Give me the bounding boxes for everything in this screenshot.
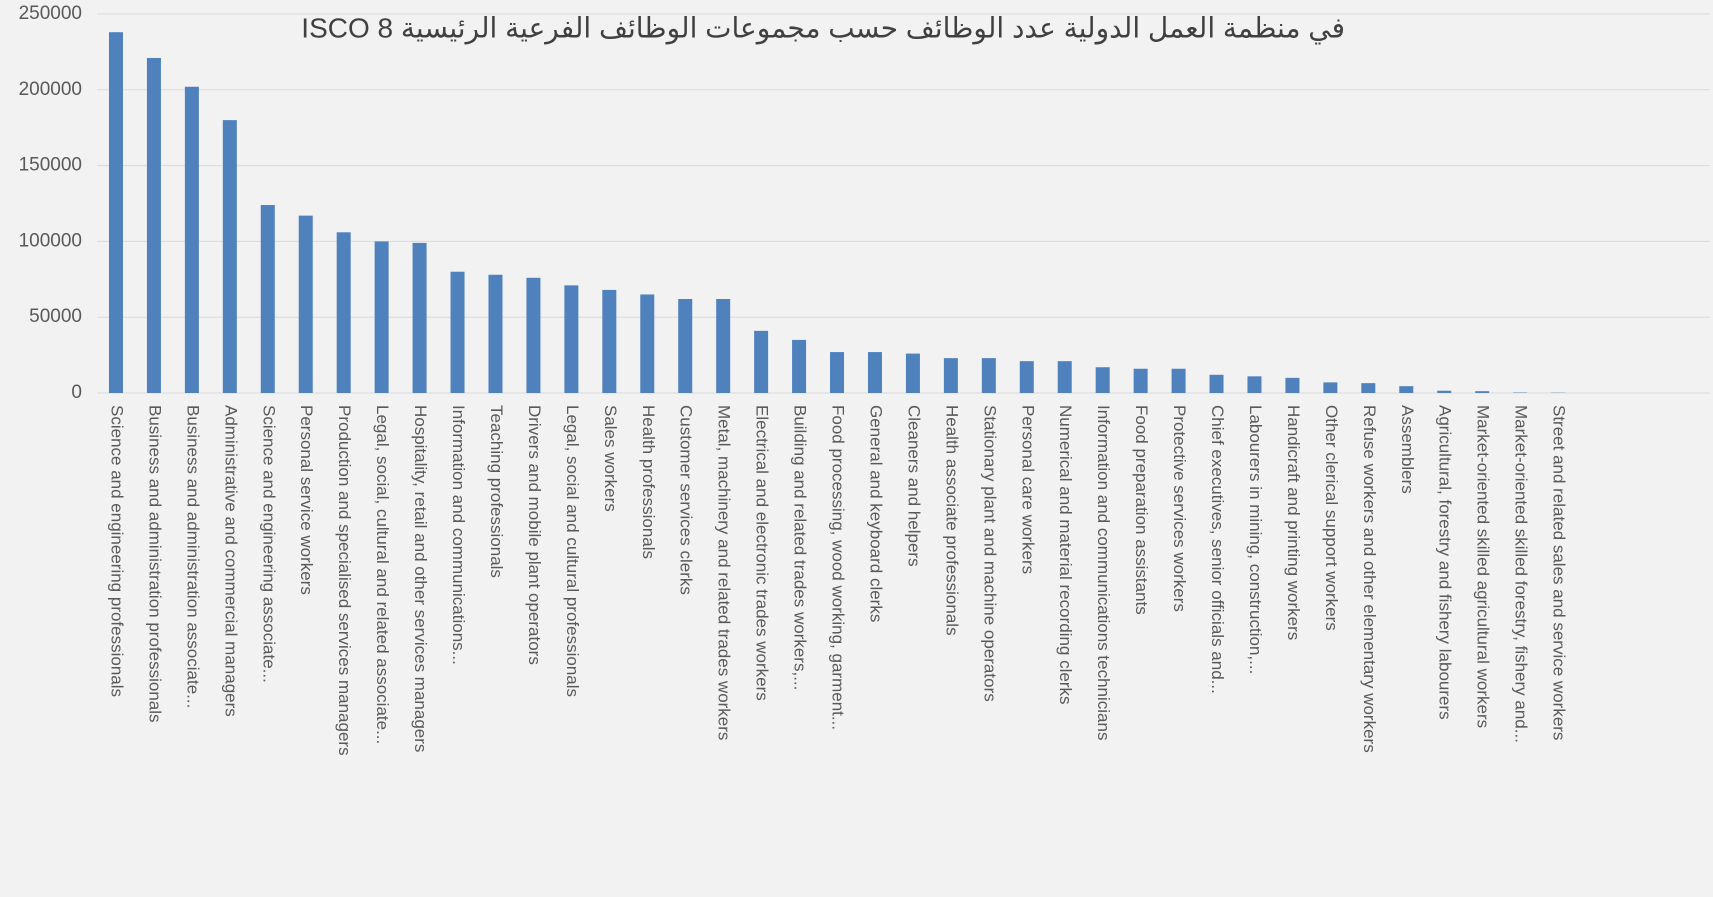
x-tick-label: Hospitality, retail and other services m…: [411, 405, 430, 752]
bar: [564, 285, 579, 393]
bar: [412, 242, 427, 393]
x-tick-label: Food processing, wood working, garment..…: [829, 405, 848, 730]
x-tick-label: Agricultural, forestry and fishery labou…: [1436, 405, 1455, 720]
x-tick-label: Other clerical support workers: [1322, 405, 1341, 631]
bar: [905, 353, 920, 393]
y-tick-label: 150000: [19, 155, 82, 176]
bar: [1171, 368, 1186, 393]
bar: [260, 205, 275, 393]
bar: [830, 352, 845, 393]
x-tick-label: Production and specialised services mana…: [335, 405, 354, 756]
bar: [298, 215, 313, 393]
bar: [792, 339, 807, 393]
bar: [1019, 361, 1034, 393]
bar: [1057, 361, 1072, 393]
x-tick-label: Customer services clerks: [677, 405, 696, 595]
x-tick-label: Protective services workers: [1170, 405, 1189, 612]
x-tick-label: Building and related trades workers,...: [791, 405, 810, 690]
x-tick-label: Chief executives, senior officials and..…: [1208, 405, 1227, 694]
bar: [108, 32, 123, 393]
bar: [222, 120, 237, 394]
x-tick-label: Information and communications technicia…: [1094, 405, 1113, 740]
bar: [716, 299, 731, 393]
bar: [602, 289, 617, 393]
x-tick-label: Numerical and material recording clerks: [1056, 405, 1075, 705]
x-tick-label: Electrical and electronic trades workers: [753, 405, 772, 701]
x-tick-label: Market-oriented skilled forestry, fisher…: [1512, 405, 1531, 743]
y-tick-label: 0: [71, 382, 82, 403]
x-tick-label: Drivers and mobile plant operators: [525, 405, 544, 665]
bar: [1285, 377, 1300, 393]
bar: [184, 86, 199, 393]
x-tick-label: Stationary plant and machine operators: [980, 405, 999, 702]
y-tick-label: 250000: [19, 3, 82, 24]
x-tick-label: Administrative and commercial managers: [221, 405, 240, 717]
x-tick-label: Health professionals: [639, 405, 658, 559]
bar: [867, 352, 882, 393]
bar: [374, 241, 389, 393]
x-tick-label: Food preparation assistants: [1132, 405, 1151, 615]
x-tick-label: Legal, social and cultural professionals: [563, 405, 582, 697]
x-tick-label: Refuse workers and other elementary work…: [1360, 405, 1379, 753]
bar: [1323, 382, 1338, 393]
bar: [1095, 367, 1110, 393]
y-tick-label: 200000: [19, 79, 82, 100]
bar: [1247, 376, 1262, 393]
x-tick-label: Labourers in mining, construction,...: [1246, 405, 1265, 674]
bar: [640, 294, 655, 393]
x-tick-label: Handicraft and printing workers: [1284, 405, 1303, 640]
bar: [1361, 383, 1376, 393]
bar: [678, 299, 693, 393]
x-tick-label: Science and engineering associate...: [259, 405, 278, 683]
bar: [981, 358, 996, 393]
x-tick-label: Teaching professionals: [487, 405, 506, 578]
x-tick-label: Business and administration associate...: [183, 405, 202, 708]
x-tick-label: Market-oriented skilled agricultural wor…: [1474, 405, 1493, 728]
bar: [1437, 390, 1452, 393]
x-tick-label: Legal, social, cultural and related asso…: [373, 405, 392, 744]
bar: [1209, 374, 1224, 393]
bar: [336, 232, 351, 393]
bar: [1399, 386, 1414, 393]
bar: [488, 274, 503, 393]
x-tick-label: Personal care workers: [1018, 405, 1037, 574]
y-tick-label: 100000: [19, 230, 82, 251]
x-tick-label: Street and related sales and service wor…: [1550, 405, 1569, 740]
x-tick-label: Sales workers: [601, 405, 620, 512]
x-tick-label: Metal, machinery and related trades work…: [715, 405, 734, 740]
x-tick-label: Personal service workers: [297, 405, 316, 595]
y-tick-label: 50000: [29, 306, 82, 327]
x-tick-label: General and keyboard clerks: [866, 405, 885, 622]
bar: [450, 271, 465, 393]
x-tick-label: Cleaners and helpers: [904, 405, 923, 567]
x-tick-label: Science and engineering professionals: [107, 405, 126, 697]
x-tick-label: Information and communications...: [449, 405, 468, 665]
bar: [943, 358, 958, 393]
bar: [526, 277, 541, 393]
bar: [1133, 368, 1148, 393]
x-tick-label: Health associate professionals: [942, 405, 961, 636]
x-tick-label: Business and administration professional…: [145, 405, 164, 723]
bar: [1475, 391, 1490, 393]
bar: [146, 57, 161, 394]
x-tick-label: Assemblers: [1398, 405, 1417, 494]
chart-title: في منظمة العمل الدولية عدد الوظائف حسب م…: [301, 12, 1345, 44]
bar: [754, 330, 769, 393]
